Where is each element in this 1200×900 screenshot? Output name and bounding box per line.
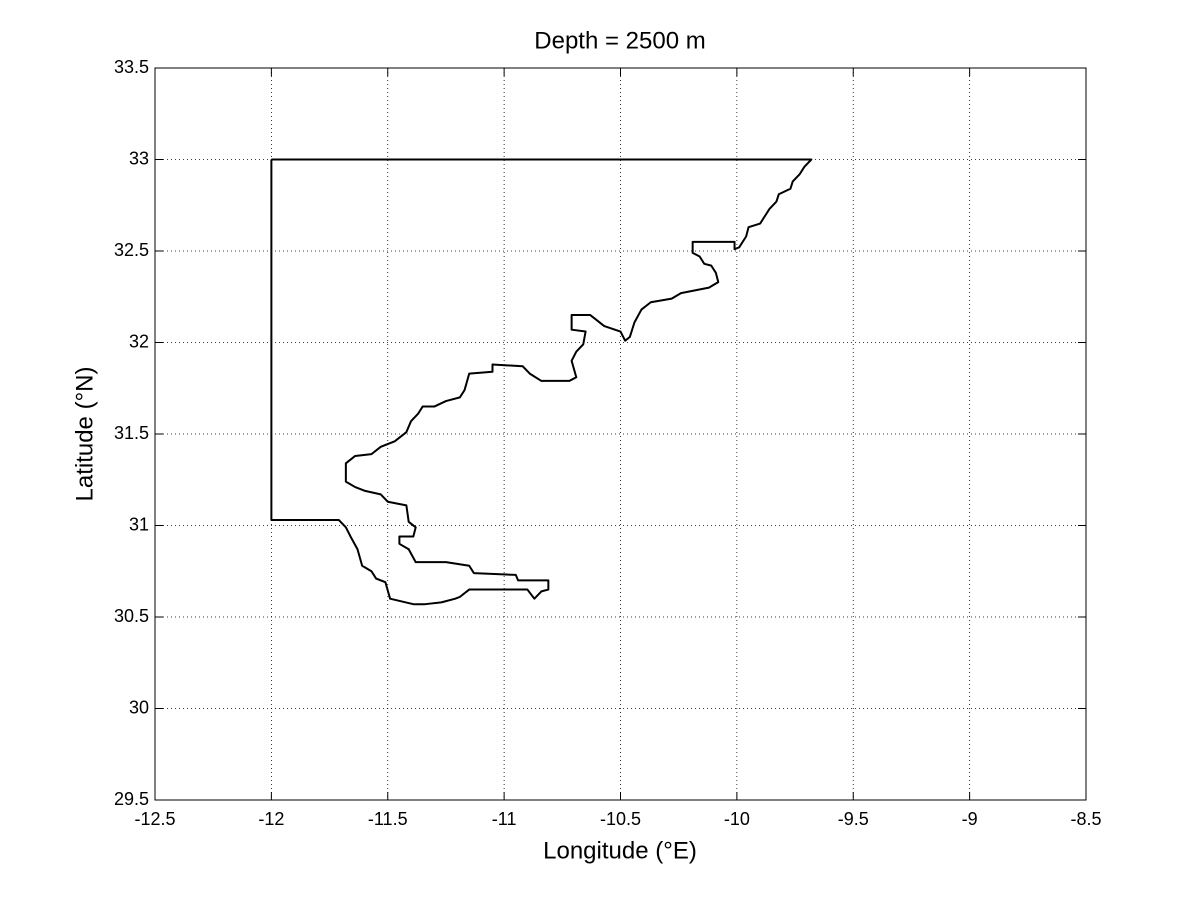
y-tick-label: 31 [129,514,149,534]
y-tick-label: 32.5 [114,240,149,260]
y-tick-label: 30.5 [114,606,149,626]
x-tick-label: -11.5 [368,809,408,829]
y-tick-label: 30 [129,697,149,717]
x-tick-label: -12 [258,809,284,829]
x-tick-label: -12.5 [134,809,175,829]
y-tick-label: 32 [129,331,149,351]
contour-line [270,158,813,606]
plot-frame [154,67,1087,801]
y-tick-label: 29.5 [114,789,149,809]
x-tick-label: -10 [724,809,750,829]
y-tick-label: 31.5 [114,423,149,443]
x-axis-label: Longitude (°E) [543,837,697,864]
y-tick-label: 33 [129,148,149,168]
x-tick-label: -9 [962,809,978,829]
x-tick-label: -8.5 [1070,809,1101,829]
x-tick-label: -10.5 [600,809,641,829]
x-tick-label: -9.5 [838,809,869,829]
x-tick-label: -11 [492,809,517,829]
chart-title: Depth = 2500 m [534,27,705,54]
y-tick-label: 33.5 [114,57,149,77]
y-axis-label: Latitude (°N) [71,367,98,502]
